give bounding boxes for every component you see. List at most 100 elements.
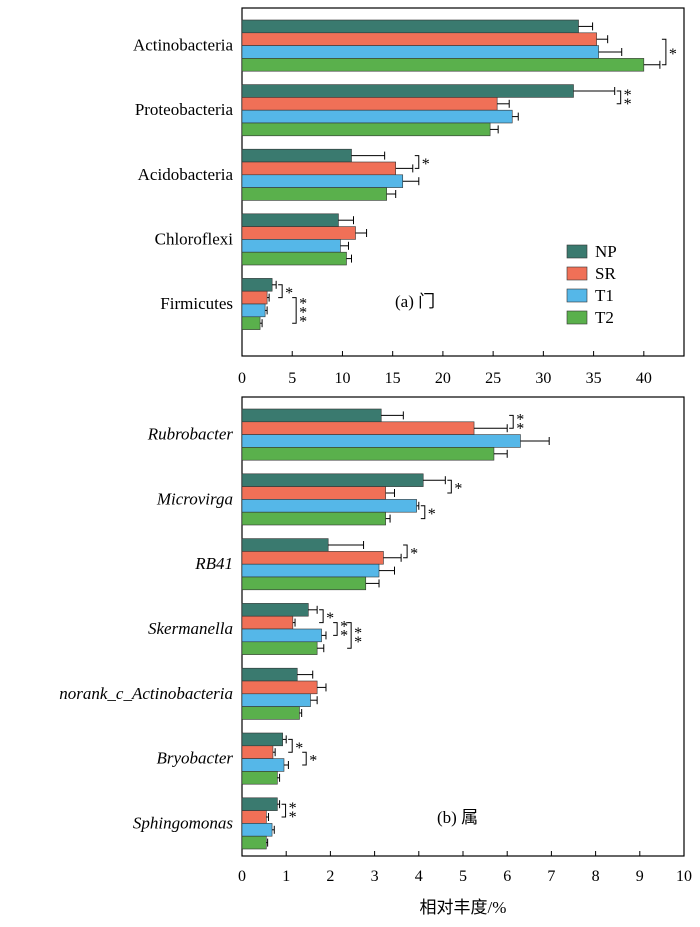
significance-star: * bbox=[295, 740, 303, 757]
panel-label: (a) 门 bbox=[395, 292, 435, 311]
x-tick-label: 2 bbox=[326, 868, 334, 885]
significance-bracket bbox=[420, 505, 426, 520]
x-tick-label: 35 bbox=[586, 370, 602, 387]
category-label: Acidobacteria bbox=[138, 165, 234, 184]
x-tick-label: 25 bbox=[485, 370, 501, 387]
bar-NP bbox=[241, 148, 352, 163]
significance-bracket bbox=[319, 609, 324, 624]
significance-star: * bbox=[422, 156, 430, 173]
bar-T1 bbox=[241, 693, 311, 707]
x-tick-label: 6 bbox=[503, 868, 511, 885]
legend-label-T2: T2 bbox=[595, 308, 614, 327]
bar-T2 bbox=[241, 447, 495, 461]
legend-swatch-T1 bbox=[566, 288, 588, 303]
bar-T2 bbox=[241, 187, 387, 201]
bar-T2 bbox=[241, 835, 267, 850]
bar-SR bbox=[241, 421, 475, 435]
significance-star: * bbox=[326, 610, 334, 627]
bar-T2 bbox=[241, 251, 347, 266]
x-tick-label: 8 bbox=[592, 868, 600, 885]
category-label: Firmicutes bbox=[160, 294, 233, 313]
x-tick-label: 1 bbox=[282, 868, 290, 885]
bar-T1 bbox=[241, 628, 322, 643]
significance-star: * bbox=[410, 545, 418, 562]
legend-label-T1: T1 bbox=[595, 286, 614, 305]
bar-T1 bbox=[241, 434, 521, 448]
legend-swatch-SR bbox=[566, 266, 588, 281]
x-tick-label: 0 bbox=[238, 868, 246, 885]
legend-swatch-T2 bbox=[566, 310, 588, 325]
x-tick-label: 0 bbox=[238, 370, 246, 387]
category-label: Actinobacteria bbox=[133, 36, 234, 55]
significance-bracket bbox=[509, 414, 514, 429]
significance-bracket bbox=[333, 622, 338, 636]
bar-T1 bbox=[241, 109, 513, 124]
significance-star: * bbox=[669, 46, 677, 63]
significance-bracket bbox=[302, 751, 307, 766]
category-label: Rubrobacter bbox=[147, 425, 234, 444]
bar-NP bbox=[241, 84, 574, 98]
x-tick-label: 40 bbox=[636, 370, 652, 387]
bar-T1 bbox=[241, 758, 285, 772]
bar-SR bbox=[241, 486, 386, 500]
x-tick-label: 10 bbox=[334, 370, 350, 387]
bar-NP bbox=[241, 213, 339, 227]
bar-T2 bbox=[241, 511, 386, 526]
significance-bracket bbox=[447, 479, 452, 494]
bar-T1 bbox=[241, 239, 341, 253]
category-label: Microvirga bbox=[156, 489, 233, 508]
bar-T2 bbox=[241, 316, 261, 330]
bar-T2 bbox=[241, 576, 367, 591]
category-label: Proteobacteria bbox=[135, 100, 234, 119]
bar-SR bbox=[241, 680, 318, 695]
x-tick-label: 7 bbox=[547, 868, 555, 885]
x-tick-label: 30 bbox=[535, 370, 551, 387]
panel-b: 0 1 2 3 4 5 6 7 8 9 10 Rubrobacter Microvirga RB41 Ske… bbox=[59, 396, 692, 917]
category-label: Skermanella bbox=[148, 619, 233, 638]
bar-SR bbox=[241, 551, 384, 565]
bar-NP bbox=[241, 603, 309, 617]
bar-SR bbox=[241, 810, 267, 824]
significance-star: * bbox=[289, 809, 297, 826]
bar-NP bbox=[241, 797, 278, 811]
significance-bracket bbox=[278, 284, 283, 299]
bar-SR bbox=[241, 226, 356, 240]
significance-star: * bbox=[340, 619, 348, 636]
significance-bracket bbox=[347, 622, 352, 649]
bar-SR bbox=[241, 615, 294, 630]
category-label: Chloroflexi bbox=[155, 229, 234, 248]
bar-T1 bbox=[241, 563, 380, 578]
significance-star: * bbox=[299, 304, 307, 321]
significance-star: * bbox=[624, 87, 632, 104]
x-axis-label: 相对丰度/% bbox=[420, 898, 507, 917]
significance-star: * bbox=[454, 481, 462, 498]
significance-star: * bbox=[289, 800, 297, 817]
bar-T1 bbox=[241, 823, 273, 837]
significance-star: * bbox=[285, 285, 293, 302]
bar-SR bbox=[241, 97, 498, 111]
bar-T2 bbox=[241, 641, 318, 655]
significance-bracket bbox=[661, 38, 667, 66]
bar-T2 bbox=[241, 771, 278, 785]
bar-T1 bbox=[241, 174, 404, 188]
bar-T1 bbox=[241, 499, 417, 513]
bar-NP bbox=[241, 473, 424, 487]
legend-label-SR: SR bbox=[595, 264, 616, 283]
panel-label: (b) 属 bbox=[437, 808, 478, 827]
significance-bracket bbox=[616, 90, 622, 105]
category-label: Sphingomonas bbox=[133, 813, 234, 832]
x-tick-label: 9 bbox=[636, 868, 644, 885]
bar-NP bbox=[241, 278, 273, 292]
x-tick-label: 4 bbox=[415, 868, 423, 885]
bar-T1 bbox=[241, 45, 599, 59]
category-label: RB41 bbox=[194, 554, 233, 573]
significance-star: * bbox=[309, 753, 317, 770]
x-tick-label: 5 bbox=[459, 868, 467, 885]
significance-bracket bbox=[403, 544, 408, 559]
significance-star: * bbox=[340, 628, 348, 645]
significance-star: * bbox=[354, 625, 362, 642]
x-tick-label: 3 bbox=[371, 868, 379, 885]
category-label: Bryobacter bbox=[157, 749, 234, 768]
category-label: norank_c_Actinobacteria bbox=[59, 684, 233, 703]
